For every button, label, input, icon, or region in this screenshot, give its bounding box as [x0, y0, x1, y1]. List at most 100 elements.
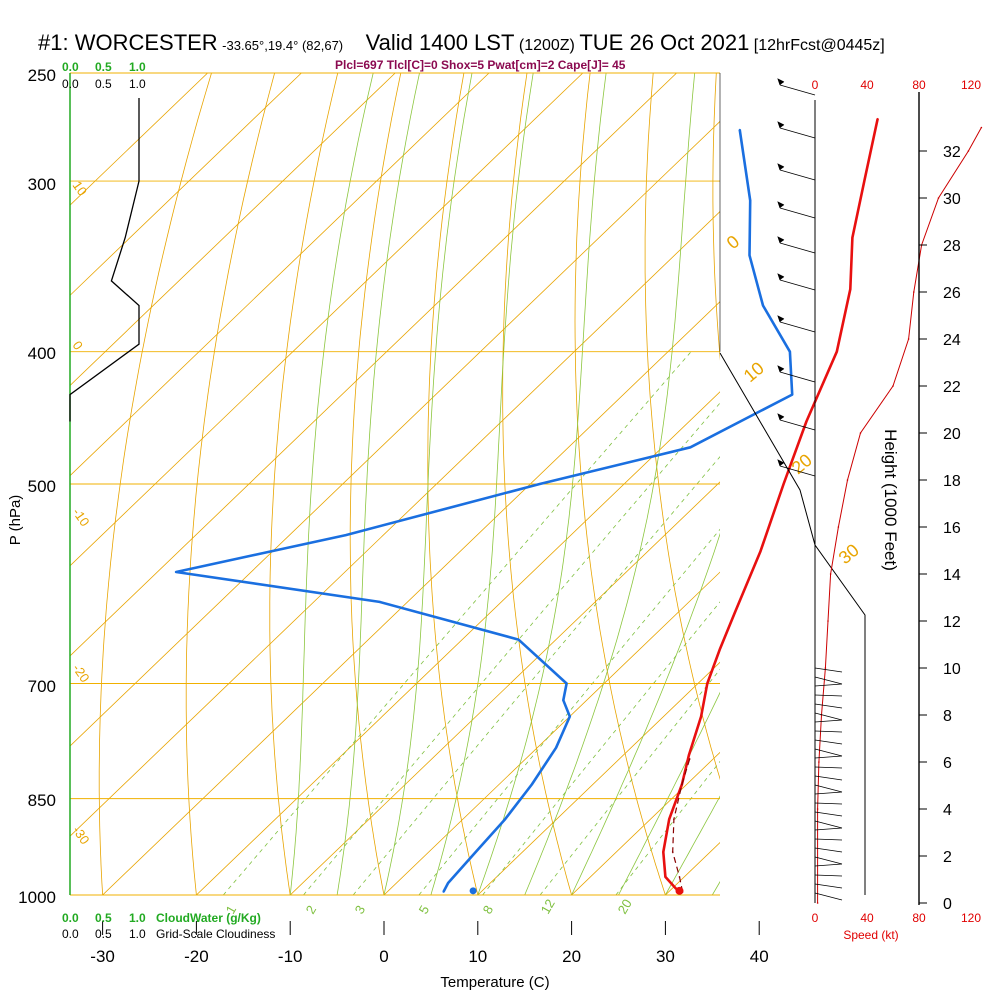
zulu-time: (1200Z)	[518, 37, 575, 54]
wind-barb	[814, 712, 843, 721]
temperature-point	[734, 610, 737, 613]
wind-speed-point	[824, 667, 827, 669]
moist-adiabat	[571, 532, 720, 895]
station-coords: -33.65°,19.4° (82,67)	[222, 38, 344, 53]
temperature-point	[668, 818, 671, 821]
isotherm	[70, 73, 396, 387]
height-tick-label: 2	[943, 849, 952, 866]
wind-barb	[814, 730, 843, 733]
theta-label: 0	[723, 231, 744, 253]
wind-barb	[779, 127, 816, 139]
moist-adiabat	[430, 73, 534, 895]
height-tick-label: 28	[943, 238, 961, 255]
wind-barb	[814, 775, 843, 781]
dewpoint-point	[555, 746, 557, 749]
dewpoint-point	[562, 699, 565, 702]
wind-barb	[814, 827, 843, 831]
speed-bottom-tick-1: 40	[860, 911, 874, 925]
speed-bottom-tick-0: 0	[812, 911, 819, 925]
parcel-point	[688, 758, 691, 760]
pressure-tick-label: 400	[28, 344, 56, 363]
cloudiness-line	[69, 98, 140, 422]
wind-barb	[814, 892, 843, 901]
temperature-point	[664, 876, 667, 878]
cloud-scale-bottom-black-0: 0.0	[62, 927, 79, 941]
cloud-scale-top-black-0: 0.0	[62, 77, 79, 91]
pressure-tick-label: 500	[28, 477, 56, 496]
dewpoint-point	[789, 350, 791, 353]
mixing-ratio-label: 3	[352, 903, 369, 917]
theta-label: 10	[740, 358, 768, 386]
wind-barb	[814, 766, 843, 769]
cloud-scale-bottom-black-1: 0.5	[95, 927, 112, 941]
height-axis-title: Height (1000 Feet)	[881, 429, 900, 571]
wind-speed-point	[907, 338, 910, 340]
moist-adiabat	[383, 73, 473, 895]
isotherm	[70, 73, 490, 477]
height-tick-label: 26	[943, 285, 961, 302]
wind-barb	[814, 863, 843, 867]
wind-barb	[814, 784, 843, 793]
temperature-tick-label: 40	[750, 947, 769, 966]
dry-adiabat	[644, 73, 720, 781]
wind-barb	[814, 802, 843, 805]
cloud-scale-top-black-2: 1.0	[129, 77, 146, 91]
dewpoint-point	[474, 851, 477, 853]
wind-speed-point	[816, 808, 819, 810]
dewpoint-point	[175, 571, 177, 573]
pressure-tick-label: 300	[28, 175, 56, 194]
dry-adiabat	[969, 73, 1000, 895]
wind-barb	[814, 694, 843, 697]
temperature-tick-label: -30	[90, 947, 115, 966]
cloud-scale-top-black-1: 0.5	[95, 77, 112, 91]
temperature-point	[662, 851, 665, 853]
wind-barb	[779, 207, 816, 219]
wind-barb-flag	[777, 163, 785, 171]
wind-barb	[779, 419, 816, 431]
isotherm-label: -30	[70, 823, 93, 847]
cloud-scale-bottom-green-2: 1.0	[129, 911, 146, 925]
height-tick-label: 24	[943, 332, 961, 349]
dewpoint-point	[565, 682, 568, 685]
height-tick-label: 16	[943, 520, 961, 537]
speed-top-tick-3: 120	[961, 78, 981, 92]
mixing-ratio-label: 2	[303, 903, 320, 917]
wind-barb-flag	[777, 236, 785, 244]
temperature-point	[876, 117, 879, 120]
wind-barb-flag	[777, 459, 785, 467]
wind-speed-point	[859, 432, 862, 434]
moist-adiabat	[524, 73, 696, 895]
wind-barb	[779, 169, 816, 181]
temperature-point	[700, 715, 702, 718]
wind-panel	[719, 78, 983, 904]
mixing-ratio-label: 12	[538, 896, 558, 916]
wind-barb	[814, 811, 843, 817]
wind-barb	[814, 838, 843, 841]
mixing-ratio-label: 5	[416, 903, 433, 917]
dewpoint-point	[568, 715, 571, 718]
wind-barb	[814, 667, 843, 673]
dewpoint-point	[517, 638, 520, 641]
moist-adiabat	[665, 795, 720, 895]
dewpoint-point	[762, 304, 764, 307]
stability-indices: Plcl=697 Tlcl[C]=0 Shox=5 Pwat[cm]=2 Cap…	[335, 58, 626, 72]
temperature-point	[863, 180, 866, 182]
wind-barb	[814, 847, 843, 853]
dewpoint-point	[442, 891, 445, 893]
wind-barb-flag	[777, 121, 785, 129]
wind-barb	[779, 371, 816, 383]
dry-adiabat	[349, 73, 402, 895]
wind-barb	[814, 683, 843, 687]
isotherm-label: 0	[70, 338, 86, 353]
height-tick-label: 30	[943, 191, 961, 208]
wind-barb	[814, 856, 843, 865]
wind-barb	[779, 465, 816, 477]
wind-barb	[814, 874, 843, 877]
temperature-point	[759, 550, 762, 552]
temperature-point	[719, 647, 721, 650]
wind-panel-outline	[719, 352, 866, 895]
moist-adiabat	[336, 73, 420, 895]
dry-adiabat	[574, 73, 666, 895]
temperature-tick-label: 30	[656, 947, 675, 966]
